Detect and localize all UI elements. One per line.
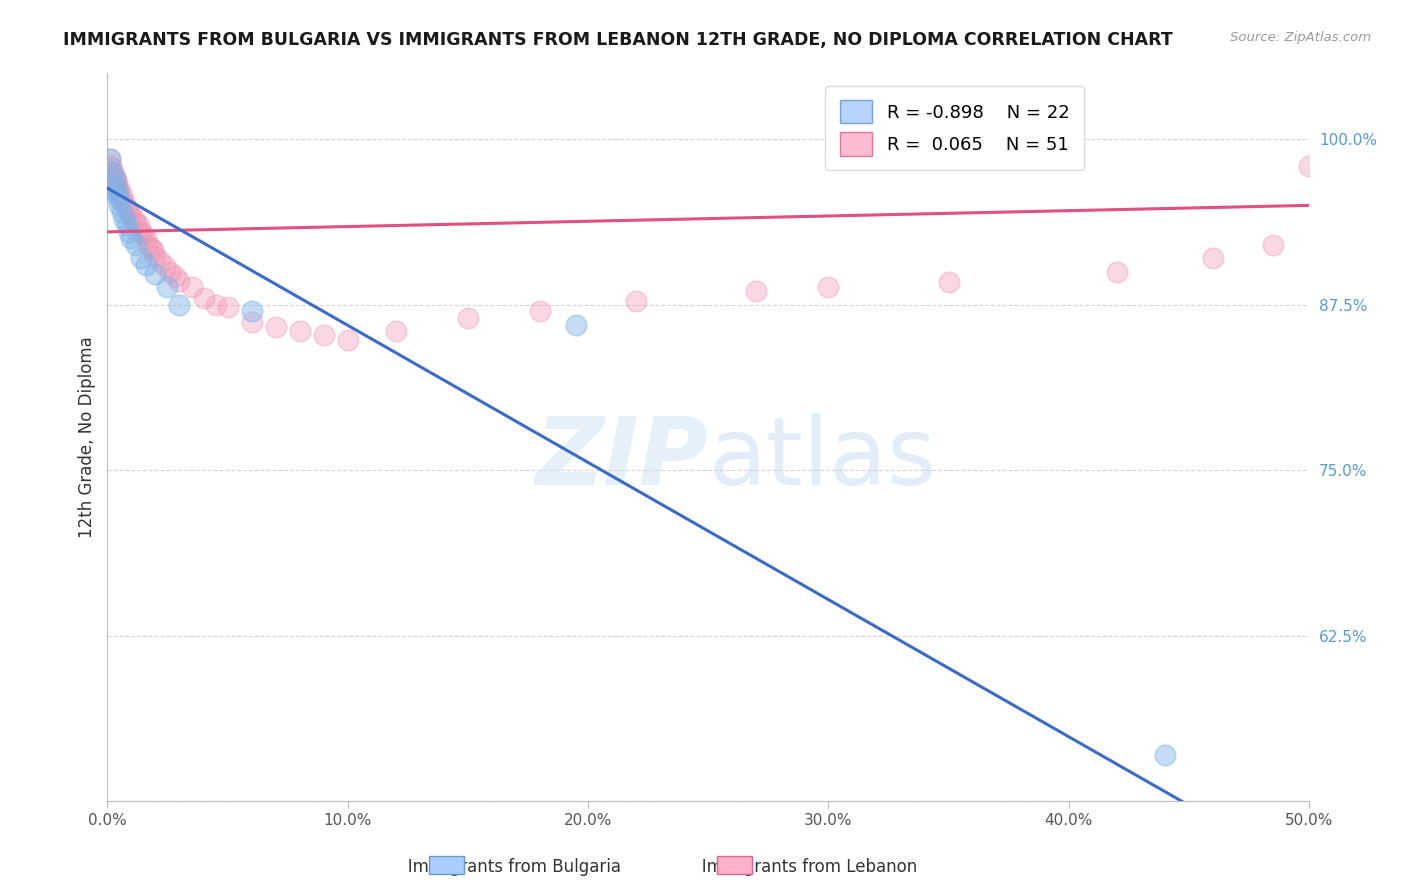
Point (105, 185, 128, 199)
Text: IMMIGRANTS FROM BULGARIA VS IMMIGRANTS FROM LEBANON 12TH GRADE, NO DIPLOMA CORRE: IMMIGRANTS FROM BULGARIA VS IMMIGRANTS F… (63, 31, 1173, 49)
Point (98, 159, 121, 173)
Point (169, 274, 191, 288)
Point (125, 216, 148, 230)
Point (128, 219, 150, 233)
Point (312, 328, 335, 343)
Point (1154, 747, 1177, 762)
Point (105, 187, 128, 202)
Point (149, 254, 172, 268)
Point (98, 152, 121, 166)
Point (118, 205, 141, 219)
Point (122, 211, 145, 226)
Point (565, 318, 588, 332)
Point (108, 182, 131, 196)
Point (101, 165, 124, 179)
Point (180, 280, 202, 294)
Point (118, 225, 141, 239)
Legend: R = -0.898    N = 22, R =  0.065    N = 51: R = -0.898 N = 22, R = 0.065 N = 51 (825, 86, 1084, 170)
Point (169, 298, 191, 312)
Point (105, 178, 128, 193)
Point (111, 205, 134, 219)
Point (104, 172, 127, 186)
Point (1105, 264, 1128, 278)
Point (108, 192, 131, 206)
Point (156, 280, 179, 294)
Point (111, 192, 134, 206)
Point (204, 298, 226, 312)
Point (135, 258, 157, 272)
Point (108, 198, 131, 212)
Point (111, 187, 134, 202)
Point (264, 320, 287, 334)
Point (108, 185, 131, 199)
Point (240, 315, 263, 329)
Point (142, 244, 165, 258)
Point (104, 169, 127, 184)
Point (112, 195, 135, 210)
Text: atlas: atlas (709, 413, 936, 505)
Text: Source: ZipAtlas.com: Source: ZipAtlas.com (1230, 31, 1371, 45)
Point (1202, 252, 1225, 266)
Point (101, 161, 124, 176)
Point (145, 249, 167, 263)
Point (104, 172, 127, 186)
Text: Immigrants from Lebanon: Immigrants from Lebanon (686, 858, 917, 876)
Point (529, 304, 551, 318)
Point (288, 324, 311, 338)
Point (129, 225, 152, 239)
Text: ZIP: ZIP (536, 413, 709, 505)
Point (1298, 159, 1320, 173)
Point (129, 252, 152, 266)
Point (240, 304, 263, 318)
Point (105, 175, 128, 189)
Point (115, 219, 138, 233)
Point (98, 152, 121, 166)
Point (938, 275, 960, 289)
Point (217, 301, 239, 315)
Point (153, 260, 176, 274)
Point (112, 211, 135, 226)
Point (115, 201, 138, 215)
Point (193, 291, 215, 305)
Point (159, 264, 181, 278)
Point (120, 231, 142, 245)
Point (745, 285, 768, 299)
Point (385, 324, 408, 338)
Point (135, 231, 157, 245)
Point (101, 165, 124, 179)
Point (163, 268, 186, 283)
Point (817, 280, 839, 294)
Point (624, 293, 647, 308)
Point (132, 227, 155, 242)
Text: Immigrants from Bulgaria: Immigrants from Bulgaria (392, 858, 620, 876)
Point (145, 267, 167, 281)
Point (457, 310, 479, 325)
Point (1263, 238, 1285, 252)
Y-axis label: 12th Grade, No Diploma: 12th Grade, No Diploma (79, 336, 96, 538)
Point (139, 241, 162, 255)
Point (136, 238, 159, 252)
Point (120, 209, 142, 223)
Point (104, 178, 127, 193)
Point (125, 238, 148, 252)
Point (336, 334, 359, 348)
